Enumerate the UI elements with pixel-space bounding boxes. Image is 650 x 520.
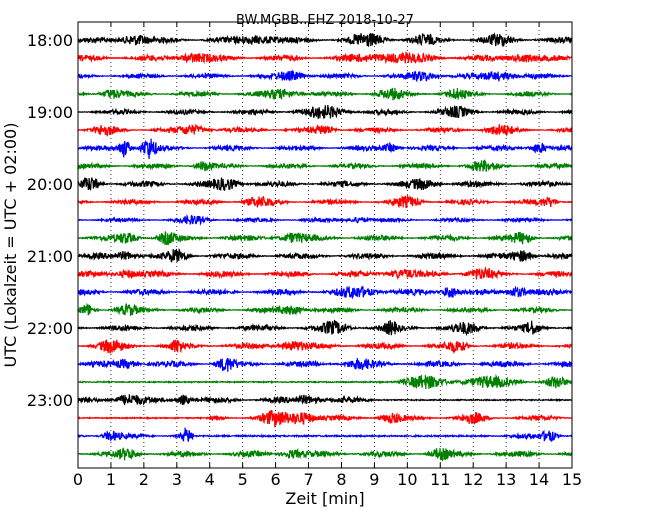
- x-tick-label: 7: [303, 470, 313, 489]
- trace-1930: [77, 138, 573, 160]
- trace-2115: [77, 266, 573, 280]
- trace-2330: [77, 426, 573, 443]
- x-tick-label: 15: [562, 470, 582, 489]
- x-tick-label: 2: [139, 470, 149, 489]
- trace-1800: [77, 32, 573, 48]
- trace-2345: [77, 447, 573, 462]
- trace-2245: [77, 373, 573, 390]
- seismic-traces: [77, 32, 573, 462]
- x-tick-label: 12: [463, 470, 483, 489]
- y-tick-label: 21:00: [27, 247, 73, 266]
- x-tick-label: 8: [336, 470, 346, 489]
- x-tick-label: 13: [496, 470, 516, 489]
- trace-2015: [77, 194, 573, 209]
- x-tick-label: 9: [369, 470, 379, 489]
- trace-2130: [77, 285, 573, 300]
- y-axis-ticks: 18:00 19:00 20:00 21:00 22:00 23:00: [27, 31, 572, 410]
- y-tick-label: 18:00: [27, 31, 73, 50]
- trace-2300: [77, 394, 573, 406]
- y-axis-label: UTC (Lokalzeit = UTC + 02:00): [1, 123, 20, 368]
- x-tick-label: 1: [106, 470, 116, 489]
- x-tick-label: 4: [205, 470, 215, 489]
- trace-1900: [77, 104, 573, 119]
- y-tick-label: 20:00: [27, 175, 73, 194]
- trace-2230: [77, 357, 573, 372]
- trace-2215: [77, 339, 573, 355]
- trace-2045: [77, 231, 573, 246]
- y-tick-label: 23:00: [27, 391, 73, 410]
- x-tick-label: 6: [271, 470, 281, 489]
- x-tick-label: 5: [238, 470, 248, 489]
- x-tick-label: 0: [73, 470, 83, 489]
- x-axis-label: Zeit [min]: [285, 489, 364, 508]
- trace-2030: [77, 213, 573, 226]
- trace-2145: [77, 302, 573, 316]
- chart-title: BW.MGBB..EHZ 2018-10-27: [236, 13, 414, 28]
- trace-1945: [77, 159, 573, 172]
- x-tick-label: 3: [172, 470, 182, 489]
- trace-2000: [77, 176, 573, 191]
- trace-2200: [77, 319, 573, 337]
- trace-2315: [77, 409, 573, 428]
- x-tick-label: 11: [430, 470, 450, 489]
- x-axis-ticks: 0 1 2 3 4 5 6 7 8 9 10 11 12 13 14 15: [73, 22, 582, 489]
- plot-border: [77, 21, 573, 469]
- x-tick-label: 14: [529, 470, 549, 489]
- y-tick-label: 22:00: [27, 319, 73, 338]
- x-tick-label: 10: [397, 470, 417, 489]
- trace-1815: [77, 51, 573, 65]
- trace-2100: [77, 247, 573, 263]
- trace-1845: [77, 87, 573, 101]
- trace-1915: [77, 123, 573, 137]
- trace-1830: [77, 69, 573, 83]
- y-tick-label: 19:00: [27, 103, 73, 122]
